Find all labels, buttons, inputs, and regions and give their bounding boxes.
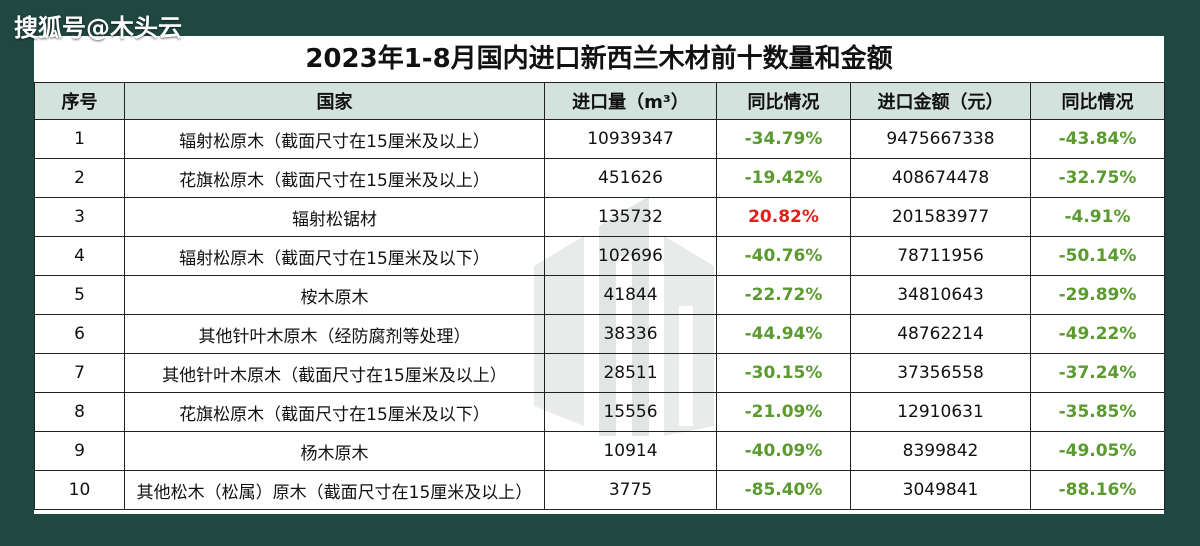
cell-amount-yoy: -37.24% [1030,353,1165,393]
cell-amount: 37356558 [850,353,1031,393]
table-row: 1 辐射松原木（截面尺寸在15厘米及以上） 10939347 -34.79% 9… [34,119,1165,159]
cell-volume-yoy: -30.15% [716,353,851,393]
table-row: 7 其他针叶木原木（截面尺寸在15厘米及以上） 28511 -30.15% 37… [34,353,1165,393]
cell-amount-yoy: -43.84% [1030,119,1165,159]
table-row: 2 花旗松原木（截面尺寸在15厘米及以上） 451626 -19.42% 408… [34,158,1165,198]
cell-amount-yoy: -88.16% [1030,470,1165,510]
cell-amount: 78711956 [850,236,1031,276]
cell-index: 4 [34,236,125,276]
cell-name: 其他针叶木原木（经防腐剂等处理） [124,314,545,354]
cell-amount: 408674478 [850,158,1031,198]
cell-index: 9 [34,431,125,471]
cell-name: 辐射松原木（截面尺寸在15厘米及以下） [124,236,545,276]
cell-amount: 8399842 [850,431,1031,471]
cell-amount: 12910631 [850,392,1031,432]
table-row: 4 辐射松原木（截面尺寸在15厘米及以下） 102696 -40.76% 787… [34,236,1165,276]
cell-name: 其他松木（松属）原木（截面尺寸在15厘米及以上） [124,470,545,510]
cell-amount-yoy: -49.05% [1030,431,1165,471]
cell-volume: 451626 [544,158,717,198]
cell-volume: 102696 [544,236,717,276]
cell-index: 2 [34,158,125,198]
cell-amount: 201583977 [850,197,1031,237]
cell-volume: 3775 [544,470,717,510]
watermark: 搜狐号@木头云 [14,14,182,42]
cell-name: 杨木原木 [124,431,545,471]
cell-volume: 28511 [544,353,717,393]
cell-amount-yoy: -32.75% [1030,158,1165,198]
table-row: 3 辐射松锯材 135732 20.82% 201583977 -4.91% [34,197,1165,237]
cell-amount: 34810643 [850,275,1031,315]
cell-volume: 38336 [544,314,717,354]
cell-volume-yoy: -19.42% [716,158,851,198]
cell-index: 5 [34,275,125,315]
table-row: 8 花旗松原木（截面尺寸在15厘米及以下） 15556 -21.09% 1291… [34,392,1165,432]
header-volume: 进口量（m³） [544,82,717,120]
cell-amount-yoy: -50.14% [1030,236,1165,276]
cell-amount: 3049841 [850,470,1031,510]
cell-volume-yoy: 20.82% [716,197,851,237]
table-row: 10 其他松木（松属）原木（截面尺寸在15厘米及以上） 3775 -85.40%… [34,470,1165,510]
cell-volume-yoy: -40.76% [716,236,851,276]
cell-name: 辐射松锯材 [124,197,545,237]
header-amount-yoy: 同比情况 [1030,82,1165,120]
cell-volume-yoy: -44.94% [716,314,851,354]
table-row: 9 杨木原木 10914 -40.09% 8399842 -49.05% [34,431,1165,471]
cell-amount-yoy: -49.22% [1030,314,1165,354]
header-index: 序号 [34,82,125,120]
import-table: 序号 国家 进口量（m³） 同比情况 进口金额（元） 同比情况 1 辐射松原木（… [34,82,1165,510]
cell-name: 桉木原木 [124,275,545,315]
cell-amount-yoy: -4.91% [1030,197,1165,237]
cell-volume-yoy: -22.72% [716,275,851,315]
cell-volume: 135732 [544,197,717,237]
cell-index: 1 [34,119,125,159]
cell-name: 花旗松原木（截面尺寸在15厘米及以上） [124,158,545,198]
cell-volume: 10914 [544,431,717,471]
header-name: 国家 [124,82,545,120]
cell-amount-yoy: -35.85% [1030,392,1165,432]
header-volume-yoy: 同比情况 [716,82,851,120]
cell-index: 8 [34,392,125,432]
page-title: 2023年1-8月国内进口新西兰木材前十数量和金额 [305,44,893,74]
table-card: 2023年1-8月国内进口新西兰木材前十数量和金额 序号 国家 进口 [34,36,1165,514]
cell-volume-yoy: -40.09% [716,431,851,471]
cell-index: 6 [34,314,125,354]
cell-index: 3 [34,197,125,237]
header-amount: 进口金额（元） [850,82,1031,120]
cell-volume-yoy: -85.40% [716,470,851,510]
cell-volume: 41844 [544,275,717,315]
cell-index: 10 [34,470,125,510]
cell-amount: 48762214 [850,314,1031,354]
table-row: 5 桉木原木 41844 -22.72% 34810643 -29.89% [34,275,1165,315]
cell-volume-yoy: -21.09% [716,392,851,432]
table-header-row: 序号 国家 进口量（m³） 同比情况 进口金额（元） 同比情况 [34,82,1165,120]
cell-name: 其他针叶木原木（截面尺寸在15厘米及以上） [124,353,545,393]
cell-index: 7 [34,353,125,393]
cell-amount: 9475667338 [850,119,1031,159]
table-row: 6 其他针叶木原木（经防腐剂等处理） 38336 -44.94% 4876221… [34,314,1165,354]
cell-volume: 10939347 [544,119,717,159]
cell-volume-yoy: -34.79% [716,119,851,159]
cell-name: 辐射松原木（截面尺寸在15厘米及以上） [124,119,545,159]
cell-volume: 15556 [544,392,717,432]
cell-name: 花旗松原木（截面尺寸在15厘米及以下） [124,392,545,432]
cell-amount-yoy: -29.89% [1030,275,1165,315]
